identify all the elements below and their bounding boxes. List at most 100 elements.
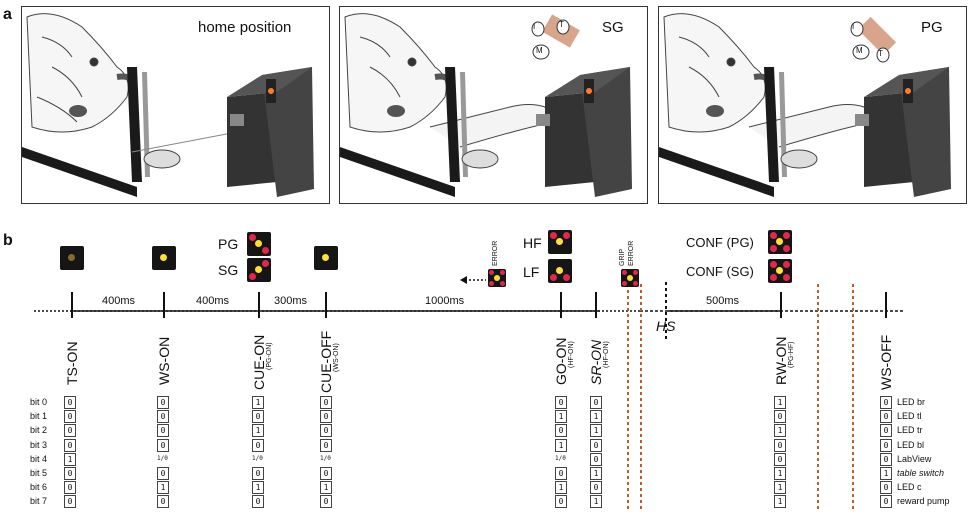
signal-label: reward pump — [897, 496, 950, 507]
bit-value: 1 — [252, 481, 264, 495]
led-grip-error — [621, 269, 639, 287]
bit-value: 0 — [252, 495, 264, 509]
bit-value: 0 — [320, 467, 332, 480]
grip-error-label: ERROR — [628, 240, 635, 266]
bit-value: 1 — [774, 467, 786, 480]
event-ts-on: TS-ON — [64, 341, 80, 385]
bit-value: 1 — [774, 495, 786, 509]
bit-value: 0 — [880, 396, 892, 409]
bit-value: 0 — [880, 481, 892, 495]
bit-value: 1 — [555, 410, 567, 424]
bit-value: 0 — [64, 396, 76, 409]
bit-value: 0 — [590, 438, 602, 452]
bit-value: 1 — [555, 438, 567, 452]
led-cue-sg — [247, 258, 271, 282]
bit-value: 0 — [157, 438, 169, 452]
bit-value: 1 — [774, 481, 786, 495]
panel-b-letter: b — [3, 232, 13, 249]
bit-value: 0 — [555, 396, 567, 409]
bit-value: 1 — [590, 424, 602, 438]
led-go-hf — [548, 230, 572, 254]
event-go-on: GO-ON — [553, 337, 569, 385]
event-ws-off: WS-OFF — [878, 334, 894, 390]
grip-letter-m: M — [536, 46, 543, 55]
grip-letter-t: T — [878, 49, 883, 58]
bit-value: 0 — [320, 424, 332, 438]
bit-value: 0 — [590, 481, 602, 495]
bit-value: 0 — [320, 410, 332, 424]
bit-value: 0 — [64, 410, 76, 424]
event-rw-on: RW-ON — [773, 336, 789, 385]
bit-value: 0 — [64, 481, 76, 495]
monkey-illustration-pg — [659, 13, 951, 197]
led-conf-pg — [768, 230, 792, 254]
bit-value: 1/0 — [252, 452, 263, 464]
sg-panel-label: SG — [602, 19, 624, 36]
bit-value: 1 — [252, 396, 264, 409]
bit-value: 0 — [64, 467, 76, 480]
grip-label: GRIP — [619, 248, 626, 266]
bit-value: 0 — [880, 410, 892, 424]
interval-5: 500ms — [706, 295, 740, 307]
bit-value: 1 — [590, 410, 602, 424]
bit-value: 1 — [774, 424, 786, 438]
pg-panel-label: PG — [921, 19, 943, 36]
bit-value: 0 — [157, 410, 169, 424]
bit-value: 0 — [880, 438, 892, 452]
bit-label: bit 2 — [30, 425, 48, 436]
bit-value: 0 — [157, 424, 169, 438]
home-position-label: home position — [198, 19, 292, 36]
signal-label: LED c — [897, 482, 922, 493]
bit-value: 1/0 — [157, 452, 168, 464]
bit-value: 0 — [880, 424, 892, 438]
bit-value: 0 — [64, 438, 76, 452]
bit-label: bit 3 — [30, 439, 48, 450]
go-lf-label: LF — [523, 264, 540, 280]
bit-label: bit 4 — [30, 453, 48, 464]
bit-value: 1 — [252, 424, 264, 438]
bit-value: 0 — [157, 396, 169, 409]
led-error — [488, 269, 506, 287]
bit-value: 1/0 — [320, 452, 331, 464]
event-cue-off: CUE-OFF — [318, 330, 334, 393]
cue-sg-label: SG — [218, 262, 239, 278]
bit-value: 1 — [774, 396, 786, 409]
event-rw-on-sub: (PG-HF) — [788, 341, 795, 368]
event-cue-off-sub: (WS-ON) — [333, 343, 340, 372]
led-conf-sg — [768, 259, 792, 283]
led-center-dim — [68, 254, 75, 261]
bit-value: 0 — [774, 410, 786, 424]
bit-label: bit 5 — [30, 468, 48, 478]
hs-label: HS — [656, 318, 676, 334]
bit-value: 0 — [555, 495, 567, 509]
bit-value: 0 — [157, 467, 169, 480]
error-label: ERROR — [492, 240, 499, 266]
led-cue-pg — [247, 232, 271, 256]
bit-value: 0 — [320, 495, 332, 509]
bit-label: bit 7 — [30, 496, 48, 507]
bit-value: 0 — [880, 495, 892, 509]
signal-label: table switch — [897, 468, 945, 478]
bit-value: 0 — [157, 495, 169, 509]
bit-value: 1 — [157, 481, 169, 495]
bit-value: 1 — [880, 467, 892, 480]
led-cue-off — [314, 246, 338, 270]
bit-value: 0 — [555, 424, 567, 438]
bit-value: 0 — [64, 424, 76, 438]
event-sr-on-sub: (HF-ON) — [603, 341, 610, 368]
grip-letter-m: M — [856, 46, 863, 55]
bit-value: 0 — [590, 396, 602, 409]
bit-value: 0 — [774, 438, 786, 452]
bit-value: 1 — [64, 452, 76, 466]
bit-label: bit 6 — [30, 482, 48, 493]
grip-letter-i: I — [533, 22, 536, 31]
led-ts-on — [60, 246, 84, 270]
led-go-lf — [548, 259, 572, 283]
bit-value: 0 — [320, 438, 332, 452]
bit-label: bit 0 — [30, 397, 48, 407]
interval-3: 300ms — [274, 295, 308, 307]
bit-value: 0 — [64, 495, 76, 509]
signal-label: LED br — [897, 397, 926, 407]
grip-letter-i: I — [852, 22, 855, 31]
signal-label: LabView — [897, 453, 932, 464]
